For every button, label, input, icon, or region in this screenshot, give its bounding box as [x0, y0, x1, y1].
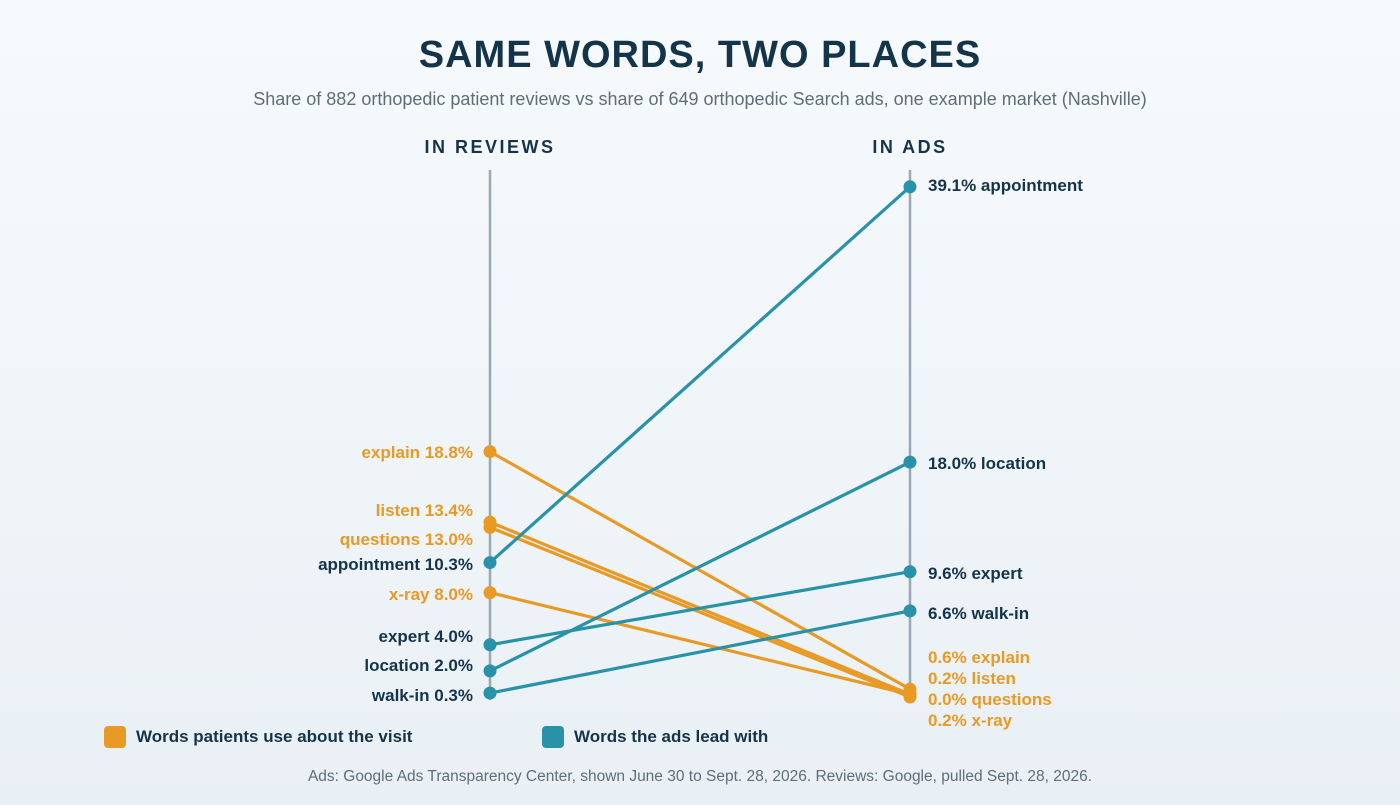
point-left-x-ray: [483, 586, 497, 600]
slope-line-appointment: [488, 185, 912, 565]
point-right-location: [903, 455, 917, 469]
point-right-walk-in: [903, 604, 917, 618]
right-label-x-ray: 0.2% x-ray: [928, 711, 1013, 730]
point-right-x-ray: [903, 687, 917, 701]
slope-line-explain: [488, 450, 912, 691]
right-label-questions: 0.0% questions: [928, 690, 1052, 709]
left-label-x-ray: x-ray 8.0%: [389, 585, 473, 604]
left-label-questions: questions 13.0%: [340, 530, 473, 549]
chart-title: SAME WORDS, TWO PLACES: [418, 34, 982, 76]
point-left-appointment: [483, 556, 497, 570]
point-right-expert: [903, 565, 917, 579]
source-note: Ads: Google Ads Transparency Center, sho…: [307, 768, 1093, 785]
point-left-expert: [483, 638, 497, 652]
right-label-appointment: 39.1% appointment: [928, 176, 1083, 195]
right-label-expert: 9.6% expert: [928, 564, 1023, 583]
point-right-appointment: [903, 180, 917, 194]
right-label-listen: 0.2% listen: [928, 669, 1016, 688]
right-label-walk-in: 6.6% walk-in: [928, 604, 1029, 623]
legend-label-patients: Words patients use about the visit: [136, 727, 413, 746]
legend-swatch-orange: [104, 726, 126, 748]
left-label-listen: listen 13.4%: [376, 501, 473, 520]
axis-header-reviews: IN REVIEWS: [424, 137, 555, 157]
right-label-location: 18.0% location: [928, 454, 1046, 473]
point-left-walk-in: [483, 686, 497, 700]
left-label-appointment: appointment 10.3%: [318, 555, 473, 574]
slope-line-expert: [488, 570, 912, 647]
left-label-walk-in: walk-in 0.3%: [371, 686, 473, 705]
right-label-explain: 0.6% explain: [928, 648, 1030, 667]
slope-line-location: [488, 460, 912, 673]
slope-line-x-ray: [488, 590, 912, 696]
legend-item-ads: Words the ads lead with: [542, 726, 768, 748]
point-left-questions: [483, 520, 497, 534]
slope-line-walk-in: [488, 609, 912, 695]
point-left-location: [483, 664, 497, 678]
legend-label-ads: Words the ads lead with: [574, 727, 769, 746]
point-left-explain: [483, 445, 497, 459]
legend-item-patients: Words patients use about the visit: [104, 726, 412, 748]
left-label-explain: explain 18.8%: [361, 443, 473, 462]
chart-subtitle: Share of 882 orthopedic patient reviews …: [253, 89, 1147, 109]
axis-header-ads: IN ADS: [872, 137, 947, 157]
left-label-location: location 2.0%: [364, 656, 473, 675]
legend-swatch-teal: [542, 726, 564, 748]
left-label-expert: expert 4.0%: [379, 627, 474, 646]
slope-line-questions: [488, 525, 912, 699]
